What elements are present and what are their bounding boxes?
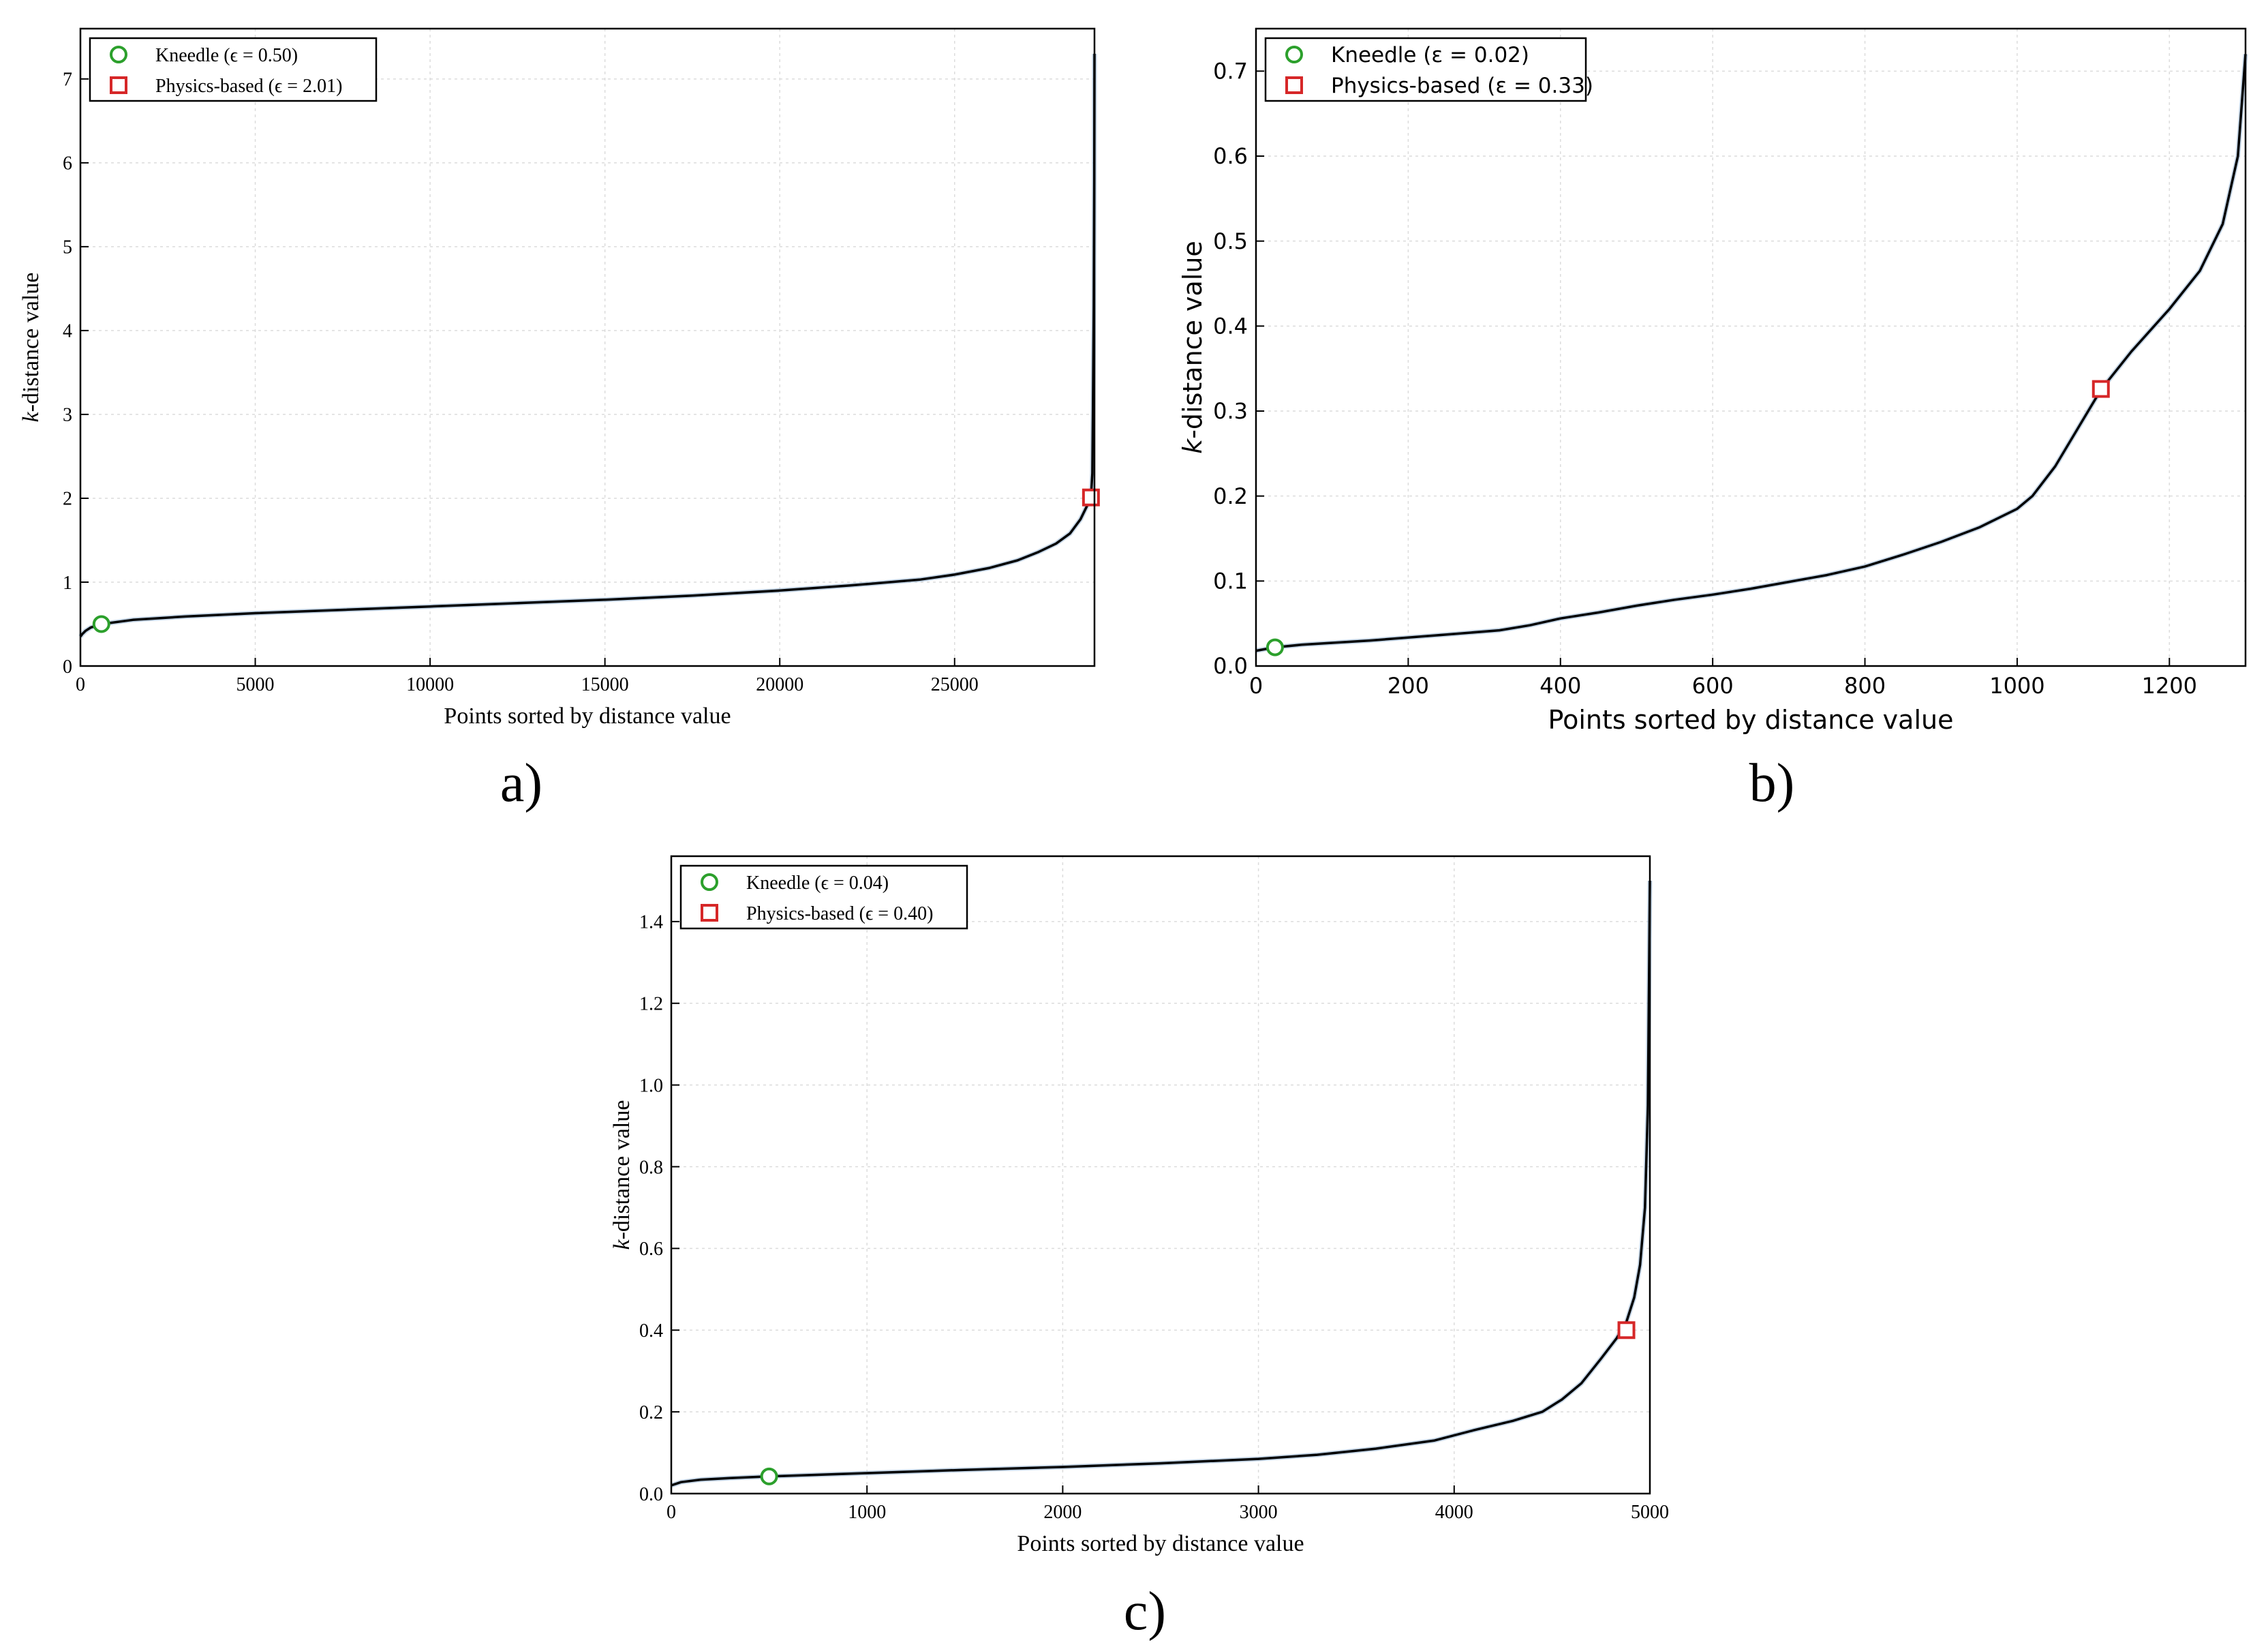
y-tick-label: 1 xyxy=(63,573,72,594)
k-distance-curve xyxy=(671,880,1651,1487)
legend-label: Kneedle (ϵ = 0.50) xyxy=(155,45,298,66)
x-tick-label: 0 xyxy=(1249,673,1263,699)
x-tick-label: 3000 xyxy=(1240,1502,1278,1523)
x-axis-label: Points sorted by distance value xyxy=(1017,1531,1304,1556)
y-tick-label: 6 xyxy=(63,153,72,175)
x-tick-label: 15000 xyxy=(581,674,629,695)
y-tick-label: 0.3 xyxy=(1213,398,1248,424)
y-tick-label: 0.5 xyxy=(1213,228,1248,254)
legend-kneedle-symbol xyxy=(701,873,718,891)
legend-box xyxy=(89,37,378,102)
y-tick-label: 0.6 xyxy=(639,1239,663,1260)
x-tick-label: 200 xyxy=(1388,673,1429,699)
y-tick-label: 0.6 xyxy=(1213,143,1248,169)
x-tick-label: 600 xyxy=(1692,673,1734,699)
x-axis-label: Points sorted by distance value xyxy=(444,704,731,729)
legend-kneedle-symbol xyxy=(1285,46,1303,63)
y-tick-label: 5 xyxy=(63,237,72,258)
y-tick-label: 0 xyxy=(63,656,72,678)
x-tick-label: 1000 xyxy=(1989,673,2044,699)
legend-physics-symbol xyxy=(110,76,127,94)
panel-label-c: c) xyxy=(1124,1582,1166,1642)
physics-based-marker xyxy=(1617,1321,1636,1340)
chart-panel-c: 0 1000 2000 3000 4000 5000 0.0 0.2 0.4 0.6 0.8 1.0 1… xyxy=(609,855,1669,1556)
y-axis-label: k-distance value xyxy=(609,1100,634,1250)
axes-frame xyxy=(79,27,1096,667)
x-tick-label: 1000 xyxy=(848,1502,886,1523)
legend-label: Physics-based (ϵ = 2.01) xyxy=(155,76,342,97)
physics-based-marker xyxy=(2091,380,2110,398)
y-tick-label: 0.4 xyxy=(1213,314,1248,339)
y-tick-label: 0.7 xyxy=(1213,59,1248,85)
legend-label: Physics-based (ϵ = 0.40) xyxy=(746,903,933,924)
x-tick-label: 400 xyxy=(1539,673,1581,699)
k-distance-curve xyxy=(1255,54,2247,652)
chart-panel-b: 0 200 400 600 800 1000 1200 0.0 0.1 0.2 0.3 0.4 0.5 0… xyxy=(1178,27,2248,735)
x-tick-label: 4000 xyxy=(1435,1502,1473,1523)
y-tick-label: 0.2 xyxy=(1213,483,1248,509)
y-tick-label: 4 xyxy=(63,321,72,342)
x-tick-label: 10000 xyxy=(406,674,454,695)
legend-label: Kneedle (ε = 0.02) xyxy=(1331,43,1529,67)
x-tick-label: 800 xyxy=(1844,673,1886,699)
y-tick-label: 0.4 xyxy=(639,1320,663,1342)
legend-label: Physics-based (ε = 0.33) xyxy=(1331,74,1593,98)
x-tick-label: 5000 xyxy=(1631,1502,1669,1523)
legend-box xyxy=(1264,37,1587,102)
x-tick-label: 25000 xyxy=(931,674,979,695)
y-tick-label: 1.4 xyxy=(639,912,663,933)
axes-frame xyxy=(1255,27,2247,667)
y-tick-label: 0.8 xyxy=(639,1157,663,1178)
panel-label-b: b) xyxy=(1749,753,1795,813)
chart-panel-a: 0 5000 10000 15000 20000 25000 0 1 2 3 4 5 6 7 Points … xyxy=(18,27,1100,729)
kneedle-marker xyxy=(1266,638,1284,656)
y-axis-label: k-distance value xyxy=(18,273,44,423)
x-axis-label: Points sorted by distance value xyxy=(1548,705,1954,735)
legend-physics-symbol xyxy=(701,904,718,922)
physics-based-marker xyxy=(1082,488,1100,506)
y-tick-label: 0.2 xyxy=(639,1402,663,1423)
y-tick-label: 3 xyxy=(63,405,72,426)
legend-kneedle-symbol xyxy=(110,46,127,63)
y-tick-label: 7 xyxy=(63,70,72,91)
x-tick-label: 5000 xyxy=(236,674,275,695)
panel-label-a: a) xyxy=(500,753,542,813)
y-axis-label: k-distance value xyxy=(1178,241,1208,454)
y-tick-label: 0.1 xyxy=(1213,569,1248,594)
legend-box xyxy=(679,864,968,930)
x-tick-label: 1200 xyxy=(2142,673,2197,699)
kneedle-marker xyxy=(92,615,110,633)
x-tick-label: 2000 xyxy=(1043,1502,1082,1523)
legend-label: Kneedle (ϵ = 0.04) xyxy=(746,873,889,894)
x-tick-label: 0 xyxy=(666,1502,676,1523)
axes-frame xyxy=(670,855,1651,1495)
y-tick-label: 1.2 xyxy=(639,994,663,1015)
x-tick-label: 0 xyxy=(76,674,85,695)
x-tick-label: 20000 xyxy=(756,674,803,695)
kneedle-marker xyxy=(760,1467,778,1485)
y-tick-label: 0.0 xyxy=(639,1484,663,1505)
y-tick-label: 2 xyxy=(63,489,72,510)
legend-physics-symbol xyxy=(1285,76,1303,94)
y-tick-label: 1.0 xyxy=(639,1075,663,1096)
y-tick-label: 0.0 xyxy=(1213,653,1248,679)
